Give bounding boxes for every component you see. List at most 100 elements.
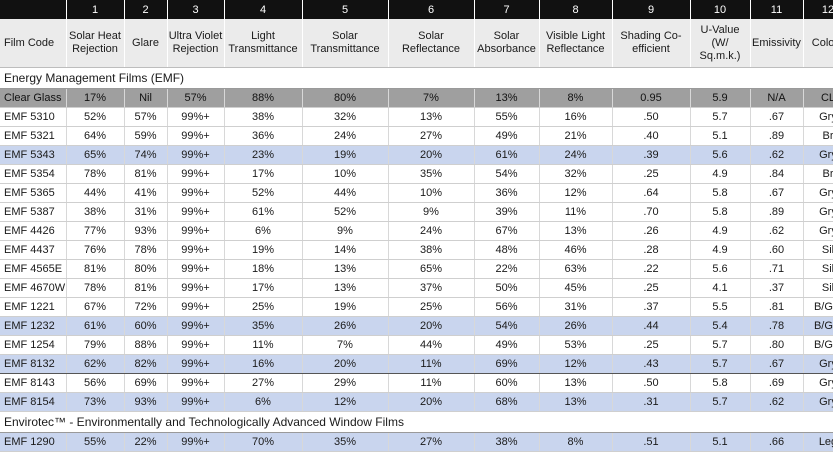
table-cell: 5.1: [690, 432, 751, 452]
column-number: 7: [474, 0, 540, 19]
film-code-cell: EMF 8143: [0, 373, 67, 393]
column-header-glare: Glare: [124, 19, 168, 68]
column-header-emissivity: Emissivity: [750, 19, 804, 68]
table-cell: .25: [612, 278, 691, 298]
column-header-u-value: U-Value (W/ Sq.m.k.): [690, 19, 751, 68]
column-number: 12: [803, 0, 833, 19]
table-cell: Leg: [803, 432, 833, 452]
film-code-cell: EMF 5365: [0, 183, 67, 203]
table-cell: .25: [612, 164, 691, 184]
table-cell: 44%: [302, 183, 389, 203]
table-cell: 72%: [124, 297, 168, 317]
section-title: Energy Management Films (EMF): [0, 67, 833, 89]
table-cell: 17%: [224, 164, 303, 184]
table-cell: 78%: [124, 240, 168, 260]
table-cell: 32%: [539, 164, 613, 184]
column-number: 9: [612, 0, 691, 19]
table-row: EMF 8132 62% 82% 99%+ 16% 20% 11% 69% 12% .43 5.7.…: [0, 354, 833, 374]
film-code-cell: EMF 5387: [0, 202, 67, 222]
table-cell: 4.1: [690, 278, 751, 298]
column-number: 2: [124, 0, 168, 19]
table-cell: 46%: [539, 240, 613, 260]
table-cell: 38%: [474, 432, 540, 452]
table-cell: 26%: [302, 316, 389, 336]
table-cell: 73%: [66, 392, 125, 412]
table-cell: Sil: [803, 259, 833, 279]
table-cell: 93%: [124, 392, 168, 412]
table-cell: 24%: [302, 126, 389, 146]
table-cell: 57%: [124, 107, 168, 127]
table-cell: 99%+: [167, 183, 225, 203]
table-cell: 50%: [474, 278, 540, 298]
table-cell: .28: [612, 240, 691, 260]
table-cell: 61%: [66, 316, 125, 336]
table-cell: 6%: [224, 221, 303, 241]
table-cell: 67%: [474, 221, 540, 241]
table-cell: 14%: [302, 240, 389, 260]
table-cell: 11%: [388, 354, 475, 374]
table-row: EMF 5343 65% 74% 99%+ 23% 19% 20% 61% 24% .39 5.6.…: [0, 145, 833, 165]
table-cell: 68%: [474, 392, 540, 412]
table-cell: 70%: [224, 432, 303, 452]
table-cell: 99%+: [167, 202, 225, 222]
table-cell: 5.8: [690, 202, 751, 222]
table-cell: .43: [612, 354, 691, 374]
table-row: EMF 4426 77% 93% 99%+ 6% 9% 24% 67% 13% .26 4.9.62…: [0, 221, 833, 241]
column-header-solar-absorbance: Solar Absorbance: [474, 19, 540, 68]
table-cell: 4.9: [690, 221, 751, 241]
table-cell: 99%+: [167, 221, 225, 241]
table-cell: 65%: [66, 145, 125, 165]
table-cell: 60%: [474, 373, 540, 393]
table-cell: 5.1: [690, 126, 751, 146]
table-cell: 4.9: [690, 164, 751, 184]
table-cell: 27%: [388, 432, 475, 452]
column-number-row: 1 2 3 4 5 6 7 8 9 10 11 12: [0, 0, 833, 19]
table-row: EMF 8154 73% 93% 99%+ 6% 12% 20% 68% 13% .31 5.7.6…: [0, 392, 833, 412]
table-cell: .69: [750, 373, 804, 393]
table-cell: 7%: [388, 88, 475, 108]
table-cell: 35%: [224, 316, 303, 336]
table-row: EMF 5321 64% 59% 99%+ 36% 24% 27% 49% 21% .40 5.1.…: [0, 126, 833, 146]
table-cell: Gry: [803, 183, 833, 203]
table-cell: Sil: [803, 278, 833, 298]
column-number: [0, 0, 67, 19]
table-cell: 24%: [539, 145, 613, 165]
table-cell: 81%: [124, 164, 168, 184]
film-code-cell: EMF 5343: [0, 145, 67, 165]
table-cell: 24%: [388, 221, 475, 241]
column-number: 1: [66, 0, 125, 19]
table-cell: .31: [612, 392, 691, 412]
table-cell: 13%: [388, 107, 475, 127]
film-code-cell: EMF 5321: [0, 126, 67, 146]
table-cell: 11%: [224, 335, 303, 355]
section-header-envirotec: Envirotec™ - Environmentally and Technol…: [0, 411, 833, 433]
table-cell: 44%: [66, 183, 125, 203]
table-row: EMF 4437 76% 78% 99%+ 19% 14% 38% 48% 46% .28 4.9.…: [0, 240, 833, 260]
table-cell: 99%+: [167, 335, 225, 355]
table-cell: 10%: [388, 183, 475, 203]
table-cell: 35%: [302, 432, 389, 452]
table-cell: 52%: [224, 183, 303, 203]
column-header-film-code: Film Code: [0, 19, 67, 68]
table-cell: .40: [612, 126, 691, 146]
table-cell: 49%: [474, 126, 540, 146]
table-cell: B/Gry: [803, 297, 833, 317]
table-cell: 37%: [388, 278, 475, 298]
table-row: EMF 5365 44% 41% 99%+ 52% 44% 10% 36% 12% .64 5.8.…: [0, 183, 833, 203]
table-cell: Nil: [124, 88, 168, 108]
table-cell: 81%: [66, 259, 125, 279]
table-cell: 36%: [224, 126, 303, 146]
table-cell: 29%: [302, 373, 389, 393]
table-row: EMF 5354 78% 81% 99%+ 17% 10% 35% 54% 32% .25 4.9.…: [0, 164, 833, 184]
table-cell: 38%: [66, 202, 125, 222]
table-cell: 99%+: [167, 278, 225, 298]
film-code-cell: EMF 8132: [0, 354, 67, 374]
table-cell: 25%: [388, 297, 475, 317]
table-cell: 23%: [224, 145, 303, 165]
column-number: 3: [167, 0, 225, 19]
column-header-row: Film Code Solar Heat Rejection Glare Ult…: [0, 19, 833, 68]
table-cell: Br: [803, 164, 833, 184]
table-cell: 7%: [302, 335, 389, 355]
table-cell: 5.4: [690, 316, 751, 336]
